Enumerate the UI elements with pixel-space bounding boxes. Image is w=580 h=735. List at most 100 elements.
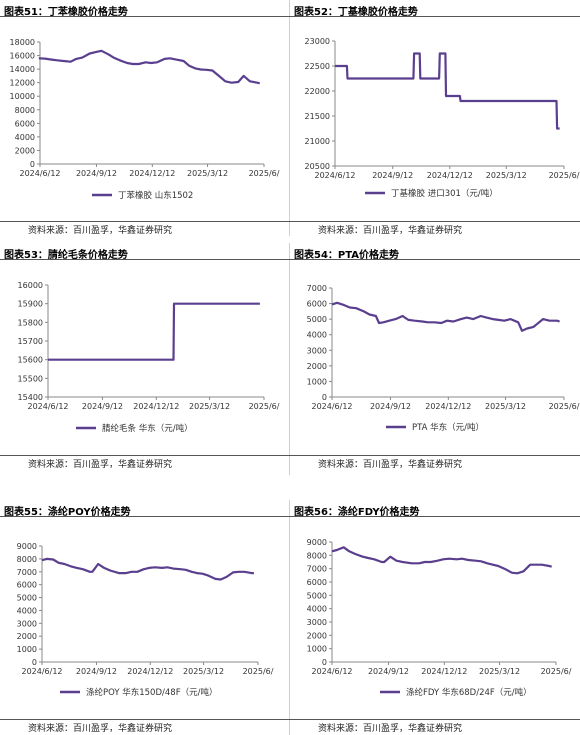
y-tick-label: 15600 — [18, 356, 43, 365]
y-tick-label: 2000 — [307, 631, 327, 640]
y-tick-label: 16000 — [10, 52, 35, 61]
x-tick-label: 2024/6/12 — [27, 402, 68, 411]
x-tick-label: 2025/6/ — [243, 667, 274, 676]
series-line — [331, 546, 552, 575]
x-tick-label: 2024/9/12 — [76, 667, 117, 676]
x-tick-label: 2024/12/12 — [129, 169, 175, 178]
y-tick-label: 8000 — [307, 551, 327, 560]
y-tick-label: 3000 — [307, 618, 327, 627]
x-tick-label: 2024/12/12 — [133, 402, 179, 411]
x-tick-label: 2025/3/12 — [187, 169, 228, 178]
y-tick-label: 20500 — [305, 162, 330, 171]
chart-panel-53: 图表53：腈纶毛条价格走势 15400 15500 15600 15700 15800 1… — [0, 243, 290, 475]
x-tick-label: 2024/6/12 — [21, 667, 62, 676]
chart-svg: 0 1000 2000 3000 4000 5000 6000 7000 8000 9000 202… — [17, 542, 274, 698]
y-tick-label: 2000 — [307, 362, 327, 371]
x-tick-label: 2025/3/12 — [183, 667, 224, 676]
x-tick-label: 2024/9/12 — [370, 402, 411, 411]
chart-title: 图表56：涤纶FDY价格走势 — [294, 507, 420, 518]
title-rule — [0, 516, 290, 517]
column-divider-middle — [289, 243, 290, 475]
y-tick-label: 6000 — [15, 119, 35, 128]
x-tick-label: 2024/6/12 — [19, 169, 60, 178]
x-tick-label: 2025/6/ — [549, 171, 580, 180]
y-tick-label: 22500 — [305, 62, 330, 71]
x-tick-label: 2025/3/12 — [486, 171, 527, 180]
source-note: 资料来源：百川盈孚，华鑫证券研究 — [318, 226, 463, 236]
y-tick-label: 9000 — [307, 538, 327, 547]
y-tick-label: 6000 — [307, 578, 327, 587]
y-tick-label: 21500 — [305, 112, 330, 121]
source-note: 资料来源：百川盈孚，华鑫证券研究 — [28, 460, 173, 470]
column-divider-bottom — [289, 500, 290, 735]
y-tick-label: 15800 — [18, 318, 43, 327]
x-tick-label: 2025/6/ — [541, 667, 572, 676]
source-note: 资料来源：百川盈孚，华鑫证券研究 — [318, 460, 463, 470]
x-tick-label: 2024/6/12 — [311, 402, 352, 411]
x-tick-label: 2024/9/12 — [368, 667, 409, 676]
y-tick-label: 1000 — [307, 645, 327, 654]
x-tick-label: 2025/6/ — [249, 169, 280, 178]
column-divider-top — [289, 0, 290, 236]
chart-panel-54: 图表54：PTA价格走势 0 1000 2000 3000 4000 5000 6000 70… — [290, 243, 580, 475]
title-rule — [290, 259, 580, 260]
y-tick-label: 22000 — [305, 87, 330, 96]
y-tick-label: 4000 — [307, 331, 327, 340]
legend-label: 丁苯橡胶 山东1502 — [118, 190, 193, 201]
source-rule — [0, 455, 290, 456]
y-tick-label: 15400 — [18, 393, 43, 402]
y-tick-label: 5000 — [307, 591, 327, 600]
x-tick-label: 2025/6/ — [249, 402, 280, 411]
y-tick-label: 15900 — [18, 300, 43, 309]
x-tick-label: 2024/12/12 — [421, 667, 467, 676]
y-tick-label: 5000 — [307, 315, 327, 324]
legend-label: 涤纶POY 华东150D/48F（元/吨） — [86, 687, 217, 698]
source-rule — [0, 221, 290, 222]
chart-title: 图表53：腈纶毛条价格走势 — [4, 250, 128, 261]
y-tick-label: 8000 — [15, 106, 35, 115]
series-line — [48, 302, 260, 361]
chart-panel-55: 图表55：涤纶POY价格走势 0 1000 2000 3000 4000 5000 6000… — [0, 500, 290, 735]
source-rule — [290, 221, 580, 222]
source-rule — [290, 719, 580, 720]
y-tick-label: 9000 — [17, 542, 37, 551]
x-tick-label: 2024/9/12 — [82, 402, 123, 411]
y-tick-label: 12000 — [10, 79, 35, 88]
series-line — [38, 49, 260, 85]
y-tick-label: 7000 — [307, 284, 327, 293]
y-tick-label: 1000 — [307, 377, 327, 386]
chart-panel-51: 图表51：丁苯橡胶价格走势 0 2000 4000 6000 8000 10000 1200… — [0, 0, 290, 236]
chart-svg: 0 1000 2000 3000 4000 5000 6000 7000 8000 9000 202… — [307, 538, 572, 698]
y-tick-label: 23000 — [305, 37, 330, 46]
source-rule — [290, 455, 580, 456]
y-tick-label: 8000 — [17, 555, 37, 564]
x-tick-label: 2025/3/12 — [479, 667, 520, 676]
y-tick-label: 7000 — [307, 565, 327, 574]
series-line — [331, 301, 560, 332]
y-tick-label: 6000 — [17, 581, 37, 590]
chart-title: 图表55：涤纶POY价格走势 — [4, 507, 131, 518]
chart-panel-52: 图表52：丁基橡胶价格走势 20500 21000 21500 22000 22500 2… — [290, 0, 580, 236]
y-tick-label: 18000 — [10, 38, 35, 47]
y-tick-label: 3000 — [307, 346, 327, 355]
y-tick-label: 4000 — [17, 606, 37, 615]
y-tick-label: 0 — [32, 658, 37, 667]
legend-label: 涤纶FDY 华东68D/24F（元/吨） — [406, 687, 532, 698]
title-rule — [290, 16, 580, 17]
x-tick-label: 2024/9/12 — [76, 169, 117, 178]
title-rule — [0, 16, 290, 17]
legend-label: 腈纶毛条 华东（元/吨） — [102, 423, 193, 434]
x-tick-label: 2024/12/12 — [127, 667, 173, 676]
y-tick-label: 0 — [30, 160, 35, 169]
y-tick-label: 4000 — [15, 133, 35, 142]
y-tick-label: 15500 — [18, 374, 43, 383]
source-note: 资料来源：百川盈孚，华鑫证券研究 — [318, 724, 463, 734]
y-tick-label: 0 — [322, 393, 327, 402]
chart-svg: 15400 15500 15600 15700 15800 15900 16000 2024/… — [18, 281, 280, 434]
chart-svg: 20500 21000 21500 22000 22500 23000 2024/6/12 2… — [305, 37, 580, 199]
y-tick-label: 14000 — [10, 65, 35, 74]
x-tick-label: 2025/6/ — [549, 402, 580, 411]
x-tick-label: 2024/6/12 — [314, 171, 355, 180]
x-tick-label: 2024/9/12 — [372, 171, 413, 180]
series-line — [335, 52, 560, 130]
